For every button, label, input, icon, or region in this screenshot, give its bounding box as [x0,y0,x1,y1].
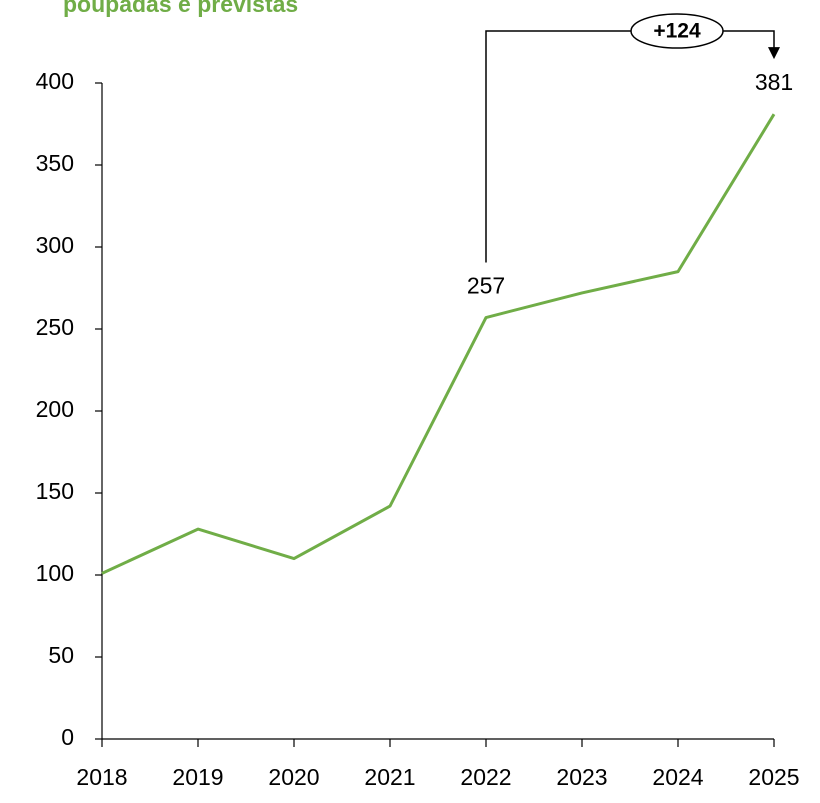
x-tick-label: 2019 [172,764,223,790]
annotation-label: +124 [653,20,701,43]
y-tick-label: 0 [61,724,74,750]
x-tick-label: 2024 [652,764,703,790]
y-tick-label: 400 [36,68,74,94]
x-tick-label: 2018 [76,764,127,790]
chart-title: poupadas e previstas [63,0,298,17]
x-tick-label: 2022 [460,764,511,790]
x-tick-label: 2023 [556,764,607,790]
x-tick-label: 2020 [268,764,319,790]
x-tick-label: 2025 [748,764,799,790]
y-tick-label: 100 [36,560,74,586]
data-label: 257 [467,273,505,299]
x-tick-label: 2021 [364,764,415,790]
y-tick-label: 250 [36,314,74,340]
y-tick-label: 300 [36,232,74,258]
data-label: 381 [755,69,793,95]
line [101,113,776,575]
y-tick-label: 50 [48,642,74,668]
annotation-bubble [630,13,724,49]
annotation-arrow [768,47,780,60]
y-tick-label: 350 [36,150,74,176]
y-tick-label: 200 [36,396,74,422]
y-tick-label: 150 [36,478,74,504]
annotation-bracket [485,30,775,263]
